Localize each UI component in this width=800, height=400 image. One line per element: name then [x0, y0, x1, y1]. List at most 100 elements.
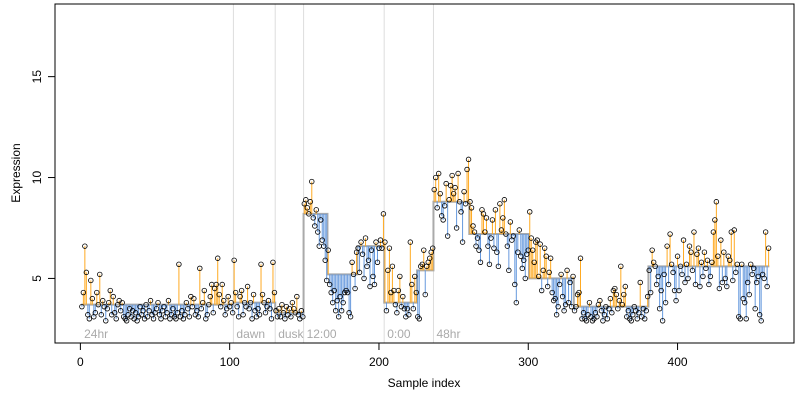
data-point [646, 267, 652, 274]
data-point [694, 251, 700, 257]
data-point [88, 277, 94, 284]
data-point [468, 205, 475, 211]
data-point [195, 314, 202, 320]
data-point [419, 261, 425, 268]
data-point [604, 316, 611, 322]
data-point [234, 303, 240, 310]
data-point [491, 245, 497, 251]
data-point [668, 261, 675, 268]
data-point [119, 299, 125, 306]
data-point [552, 295, 558, 302]
data-point [249, 316, 255, 322]
data-point [761, 275, 767, 282]
data-point [570, 273, 576, 280]
data-point [186, 314, 193, 320]
data-point [530, 247, 536, 253]
data-point [409, 281, 415, 288]
data-point [549, 289, 555, 296]
data-point [294, 293, 300, 300]
data-point [279, 301, 285, 308]
fitted-step-line [81, 200, 770, 314]
data-point [334, 297, 340, 304]
data-point [600, 318, 606, 324]
data-point [262, 310, 269, 316]
data-point [701, 249, 708, 255]
data-point [722, 275, 729, 282]
data-point [300, 314, 306, 320]
data-point [718, 237, 724, 243]
data-point [235, 314, 242, 320]
data-point [764, 283, 770, 290]
segment-label: 12:00 [307, 327, 337, 341]
data-point [410, 305, 417, 312]
data-point [482, 229, 488, 235]
data-point [367, 283, 373, 290]
data-point [455, 170, 461, 177]
data-point [667, 231, 673, 237]
data-point [215, 255, 221, 261]
data-point [621, 291, 627, 298]
data-point [594, 314, 600, 320]
data-point [752, 305, 758, 312]
data-point [319, 237, 325, 243]
data-point [165, 297, 172, 304]
data-point [380, 211, 387, 217]
x-tick-label: 200 [369, 355, 389, 369]
data-point [653, 281, 660, 288]
data-point [182, 312, 188, 318]
data-point [232, 289, 239, 296]
data-point [443, 180, 449, 187]
data-point [656, 305, 663, 312]
data-point [361, 275, 367, 282]
data-point [521, 257, 527, 263]
data-point [277, 314, 284, 320]
data-point [664, 243, 670, 249]
data-point [95, 301, 101, 308]
data-point [238, 287, 245, 294]
data-point [250, 291, 257, 298]
segment-label: 48hr [436, 327, 460, 341]
data-point [194, 308, 200, 314]
data-point [459, 239, 466, 245]
data-point [661, 271, 667, 278]
data-point [522, 275, 528, 282]
data-point [444, 233, 451, 239]
data-point [280, 310, 287, 316]
data-point [370, 273, 376, 280]
data-point [406, 312, 412, 318]
data-point [765, 245, 772, 251]
data-point [686, 243, 693, 249]
data-point [183, 299, 190, 306]
data-point [707, 273, 714, 280]
data-point [700, 273, 706, 280]
data-point [450, 190, 457, 197]
data-point [147, 297, 154, 304]
data-point [255, 305, 261, 312]
data-point [618, 263, 624, 270]
data-point [461, 188, 467, 195]
data-point [597, 297, 603, 304]
data-point [106, 299, 112, 306]
data-point [636, 310, 642, 316]
data-point [83, 269, 90, 276]
data-point [86, 316, 93, 322]
data-point [750, 265, 757, 272]
data-point [313, 207, 319, 213]
data-point [447, 182, 454, 189]
x-tick-label: 100 [220, 355, 240, 369]
data-point [306, 211, 312, 217]
data-point [218, 303, 224, 310]
data-point [432, 174, 439, 181]
data-point [494, 249, 500, 255]
data-point [665, 281, 672, 288]
data-point [356, 269, 363, 276]
data-point [716, 285, 723, 292]
data-point [561, 308, 567, 314]
data-point [730, 277, 736, 284]
data-point [185, 305, 191, 312]
data-point [244, 283, 251, 290]
data-point [489, 217, 496, 223]
data-point [123, 318, 130, 324]
data-point [543, 253, 549, 259]
data-point [176, 261, 182, 268]
